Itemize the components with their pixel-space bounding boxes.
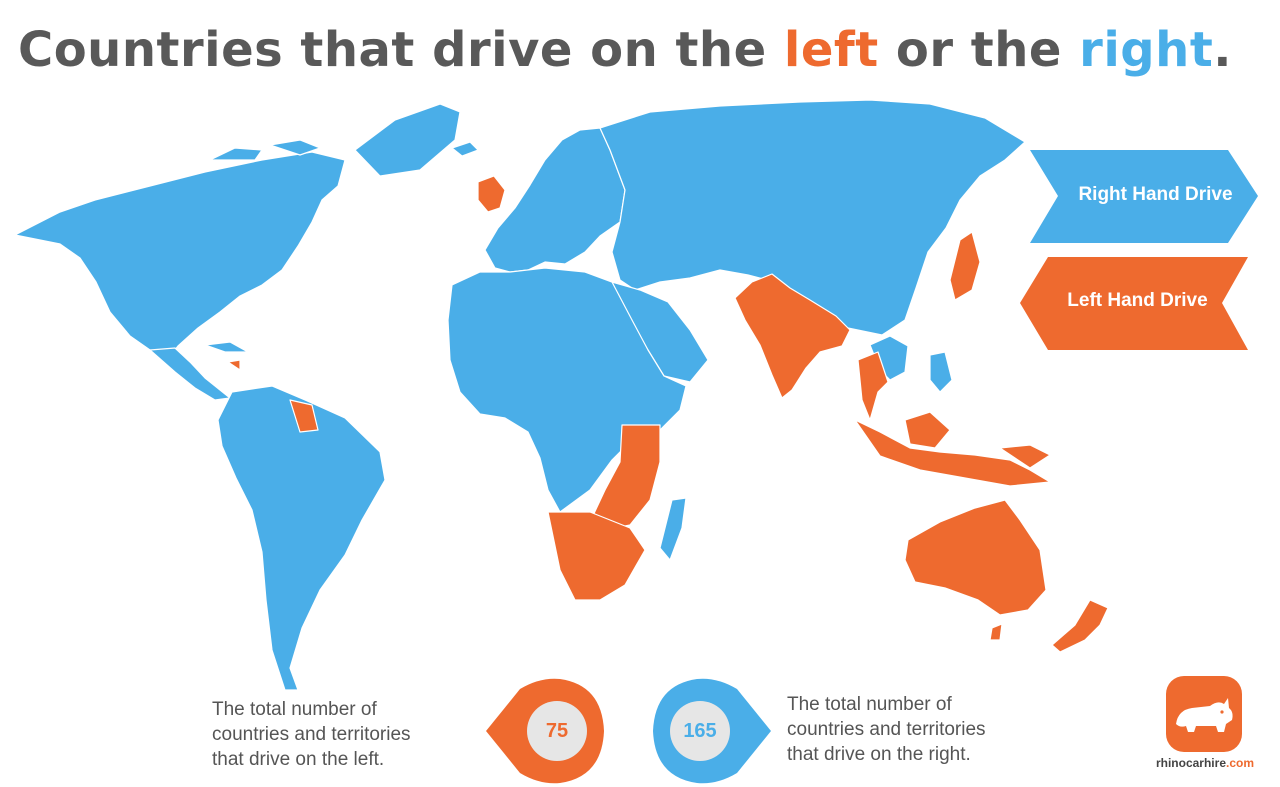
right-count: 165 (683, 720, 717, 742)
region-greenland (354, 103, 461, 177)
region-indonesia (854, 419, 1051, 487)
right-stat-description: The total number of countries and territ… (787, 694, 986, 765)
region-guyana-suriname (289, 399, 319, 433)
legend-left-label-wrap: Left Hand Drive (1040, 290, 1235, 316)
region-japan (949, 231, 981, 301)
brand-name: rhinocarhire.com (1155, 756, 1255, 770)
region-new-zealand (1051, 599, 1109, 653)
region-europe (484, 127, 626, 273)
left-count-pin (486, 678, 604, 784)
region-madagascar (659, 497, 687, 561)
region-russia-asia (599, 99, 1026, 336)
region-borneo-png (904, 411, 1051, 469)
rhino-icon (1166, 676, 1242, 752)
region-south-asia (734, 273, 851, 399)
region-iceland (451, 141, 479, 157)
right-count-pin (653, 678, 771, 784)
brand-logo (1166, 676, 1242, 752)
page-title: Countries that drive on the left or the … (17, 22, 1233, 78)
region-australia (904, 499, 1047, 616)
region-philippines (929, 351, 953, 393)
region-south-america (217, 385, 386, 691)
left-count: 75 (545, 720, 569, 742)
region-southern-africa (547, 511, 646, 601)
title-left-word: left (783, 22, 879, 78)
legend-left-label: Left Hand Drive (1067, 290, 1208, 311)
legend-left-banner (1020, 257, 1248, 350)
world-map (14, 99, 1258, 691)
legend-right-banner (1030, 150, 1258, 243)
title-right-word: right (1079, 22, 1214, 78)
region-cuba (204, 341, 249, 353)
legend-right-label-wrap: Right Hand Drive (1058, 184, 1253, 210)
region-uk-ireland (477, 175, 506, 213)
region-north-america (14, 151, 346, 357)
region-tasmania (989, 623, 1003, 641)
region-arctic-islands (209, 139, 321, 161)
legend-right-label: Right Hand Drive (1078, 184, 1233, 205)
region-caribbean-islands (227, 359, 241, 371)
region-thailand-malaysia (857, 351, 889, 421)
region-central-america (149, 347, 231, 401)
left-stat-description: The total number of countries and territ… (212, 699, 411, 770)
